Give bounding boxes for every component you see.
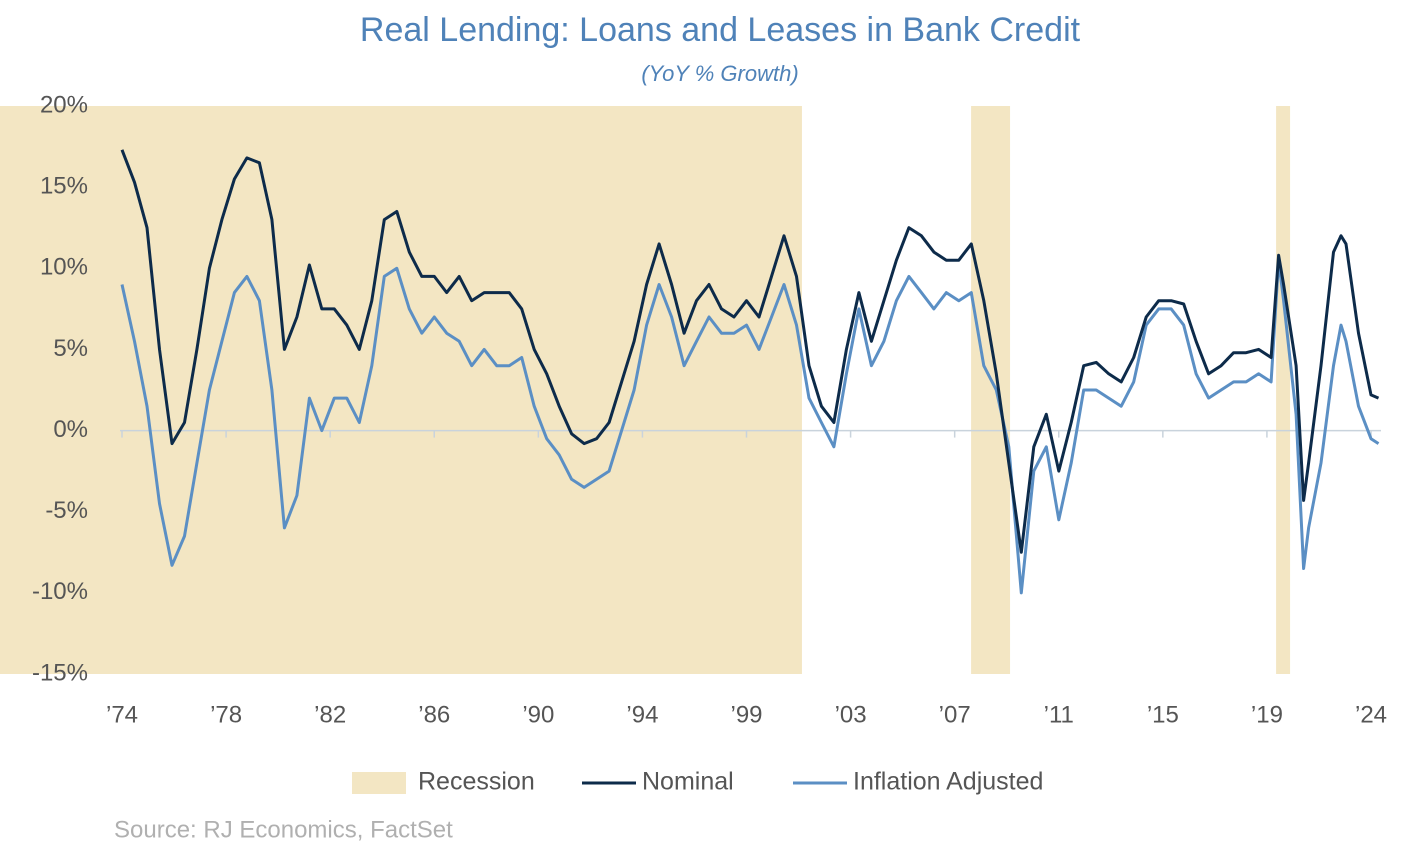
x-tick-label: ’90 xyxy=(522,701,554,728)
y-tick-label: -5% xyxy=(45,497,88,524)
x-tick-label: ’78 xyxy=(210,701,242,728)
x-tick-label: ’03 xyxy=(835,701,867,728)
x-tick-label: ’86 xyxy=(418,701,450,728)
legend-swatch xyxy=(352,772,406,794)
y-tick-label: 5% xyxy=(53,335,88,362)
series-line xyxy=(120,258,1380,595)
legend-label: Inflation Adjusted xyxy=(853,768,1043,796)
recession-band xyxy=(0,106,802,674)
axes: 20% 15% 10% 5% 0% -5% -10% -15% ’74 ’78 ’82 ’86 ’90 ’… xyxy=(32,91,1387,728)
x-tick-label: ’11 xyxy=(1044,701,1074,728)
source-note: Source: RJ Economics, FactSet xyxy=(114,816,453,843)
x-tick-label: ’82 xyxy=(314,701,346,728)
chart-subtitle: (YoY % Growth) xyxy=(641,61,798,86)
recession-band xyxy=(1276,106,1291,674)
chart-title: Real Lending: Loans and Leases in Bank C… xyxy=(360,11,1081,49)
y-tick-label: 0% xyxy=(53,416,88,443)
x-tick-label: ’19 xyxy=(1251,701,1283,728)
x-tick-label: ’15 xyxy=(1147,701,1179,728)
y-tick-label: -10% xyxy=(32,578,88,605)
x-tick-label: ’74 xyxy=(106,701,138,728)
y-tick-label: 20% xyxy=(40,91,88,118)
legend-label: Recession xyxy=(418,768,535,796)
y-tick-label: 15% xyxy=(40,172,88,199)
legend: Recession Nominal Inflation Adjusted xyxy=(352,768,1043,796)
x-tick-label: ’94 xyxy=(626,701,658,728)
recession-band xyxy=(971,106,1011,674)
y-tick-label: -15% xyxy=(32,659,88,686)
recession-bands xyxy=(0,106,1291,674)
series-line xyxy=(120,149,1380,554)
y-tick-label: 10% xyxy=(40,254,88,281)
lines xyxy=(120,149,1380,595)
legend-label: Nominal xyxy=(642,768,734,796)
x-tick-label: ’24 xyxy=(1355,701,1387,728)
x-tick-label: ’99 xyxy=(730,701,762,728)
x-tick-label: ’07 xyxy=(939,701,971,728)
